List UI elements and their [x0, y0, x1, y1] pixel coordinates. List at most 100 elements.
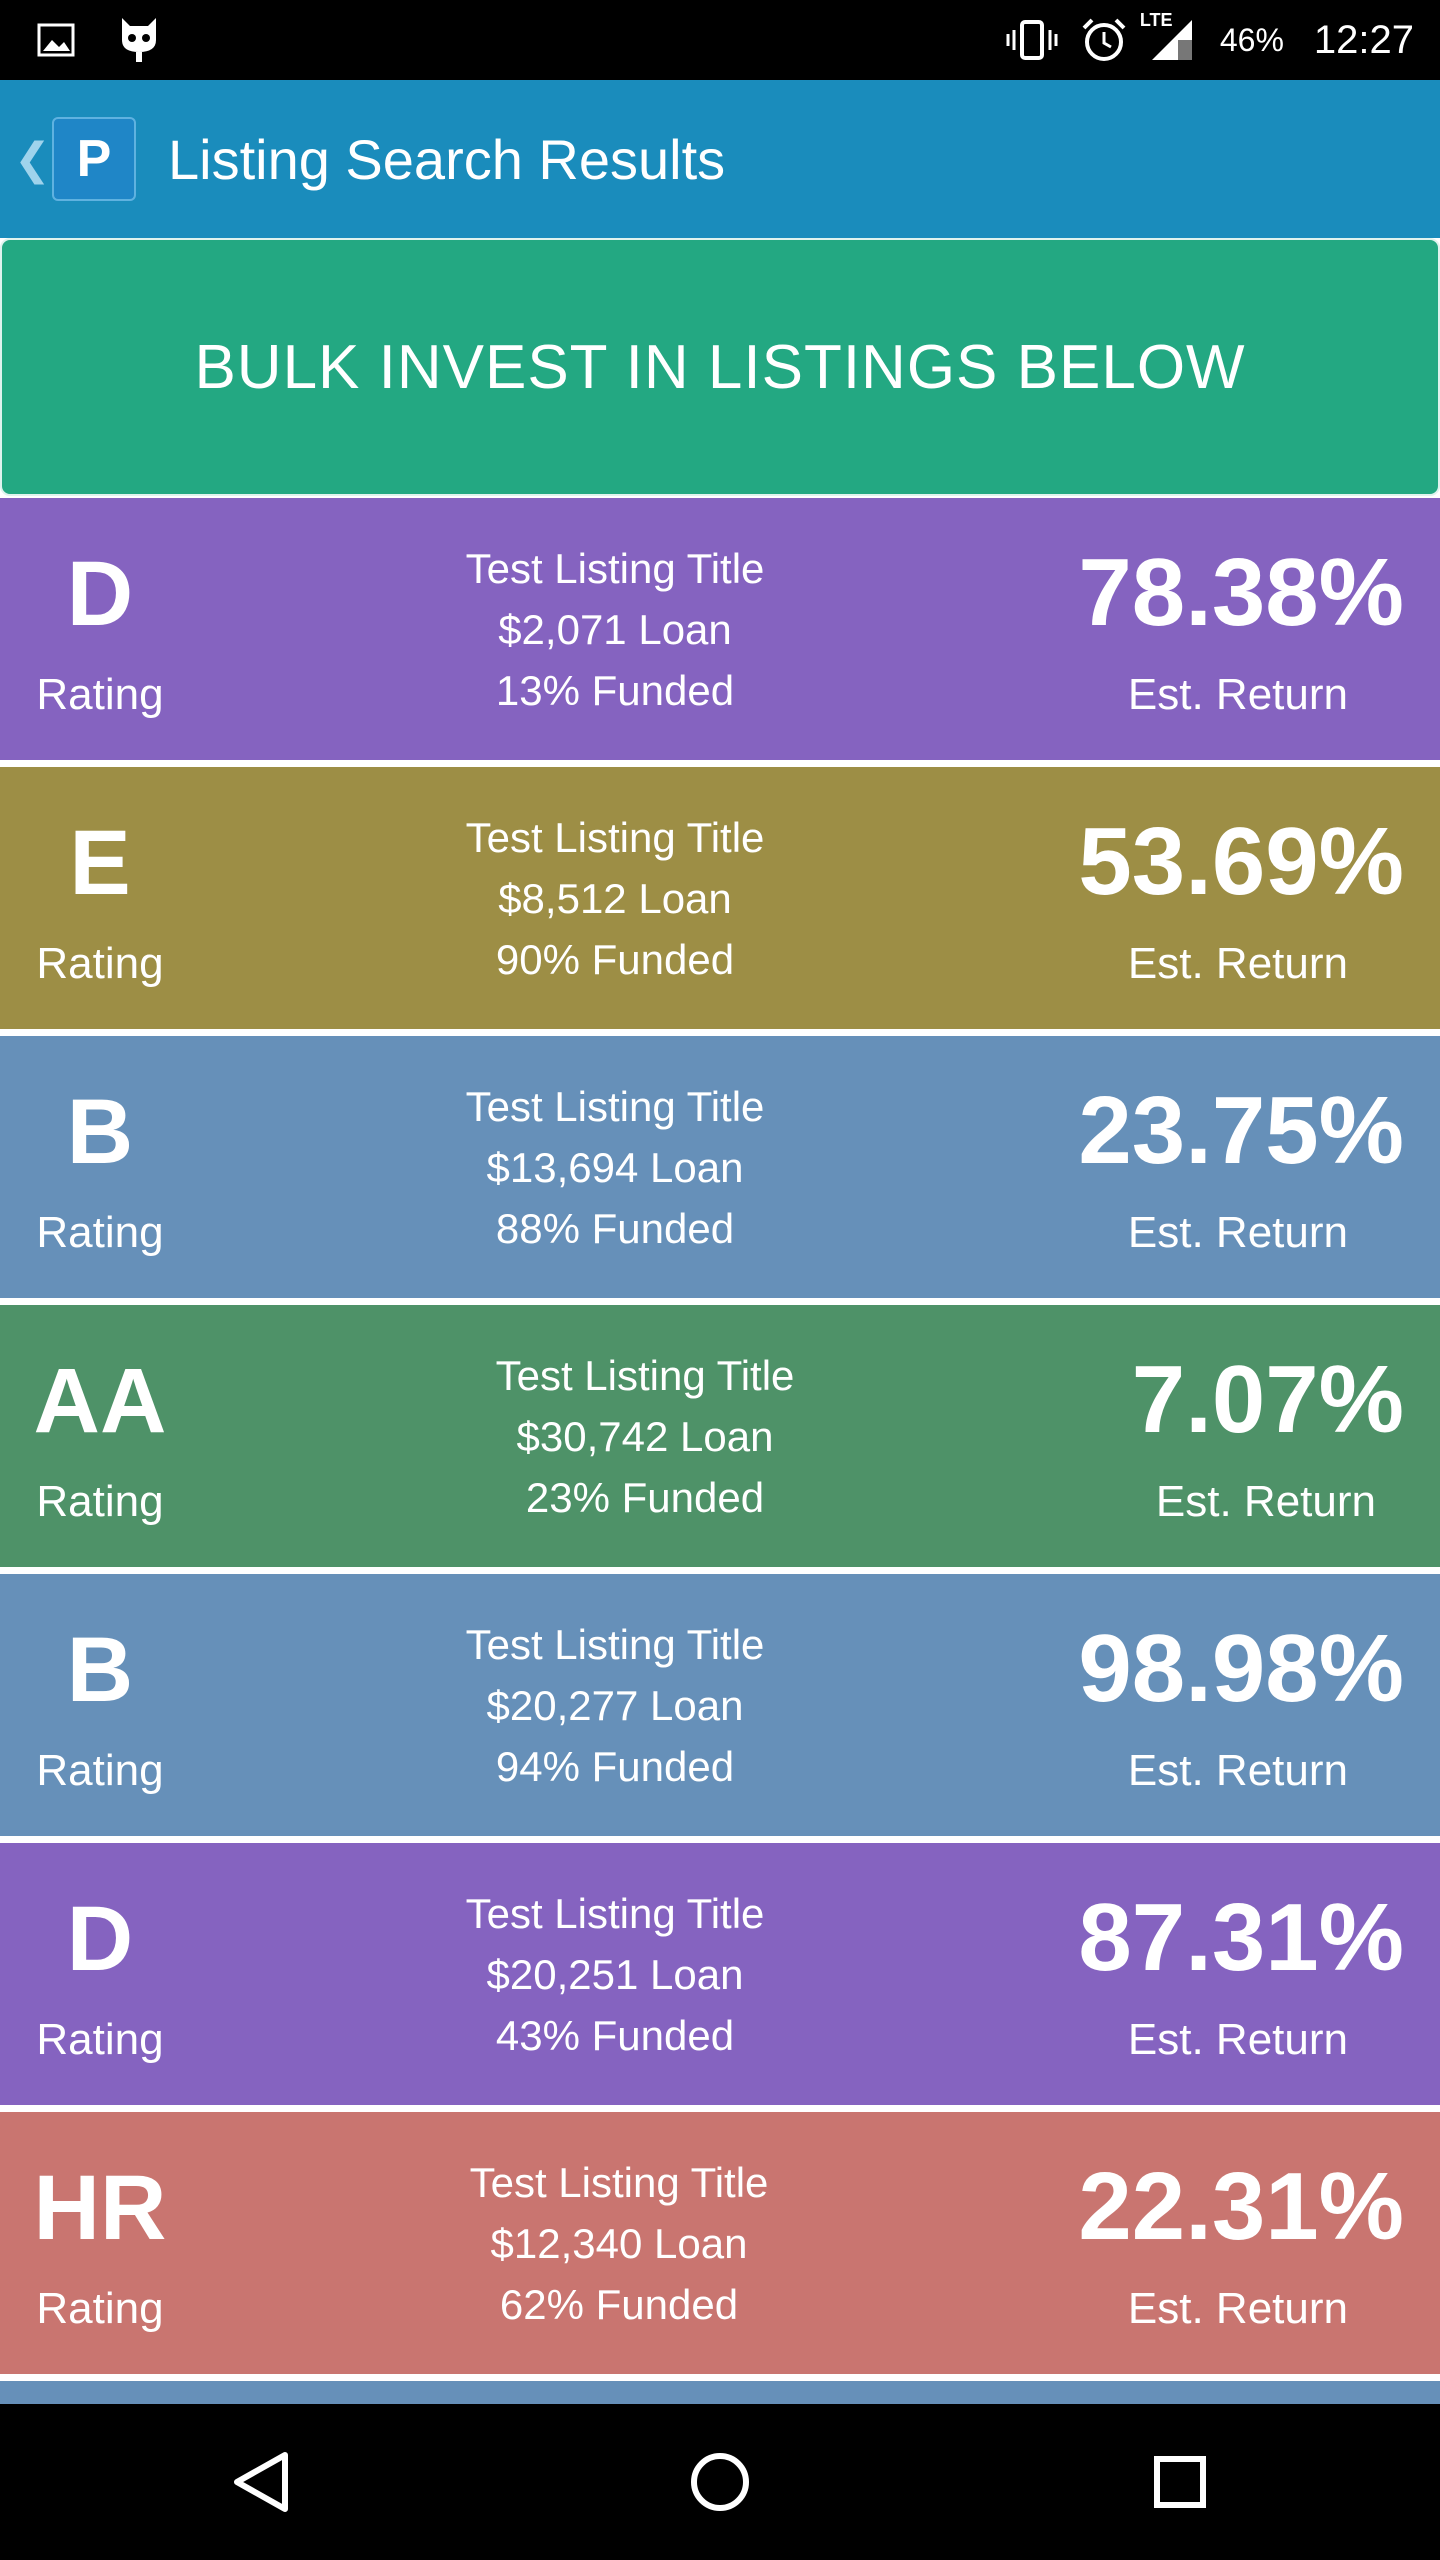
- est-return-value: 53.69%: [1078, 808, 1404, 915]
- listing-title: Test Listing Title: [469, 2159, 769, 2206]
- rating-grade: D: [66, 1888, 134, 1990]
- listing-row[interactable]: AA Rating Test Listing Title $30,742 Loa…: [0, 1305, 1440, 1567]
- est-return-label: Est. Return: [1127, 670, 1348, 719]
- return-column: 98.98% Est. Return: [964, 1574, 1404, 1836]
- bulk-invest-button[interactable]: BULK INVEST IN LISTINGS BELOW: [0, 238, 1440, 496]
- listing-title: Test Listing Title: [465, 1890, 765, 1937]
- est-return-value: 78.38%: [1078, 539, 1404, 646]
- est-return-value: 7.07%: [1131, 1346, 1404, 1453]
- back-chevron-icon[interactable]: ❮: [14, 134, 51, 184]
- rating-label: Rating: [36, 939, 164, 988]
- funded-percent: 94% Funded: [495, 1743, 735, 1790]
- return-column: 87.31% Est. Return: [964, 1843, 1404, 2105]
- status-bar: LTE 46% 12:27: [0, 0, 1440, 80]
- app-logo[interactable]: P: [52, 117, 136, 201]
- listing-details: Test Listing Title $20,251 Loan 43% Fund…: [330, 1883, 900, 2066]
- listing-row[interactable]: HR Rating Test Listing Title $12,340 Loa…: [0, 2112, 1440, 2374]
- est-return-value: 23.75%: [1078, 1077, 1404, 1184]
- listing-details: Test Listing Title $30,742 Loan 23% Fund…: [360, 1345, 930, 1528]
- listing-title: Test Listing Title: [495, 1352, 795, 1399]
- listing-details: Test Listing Title $8,512 Loan 90% Funde…: [330, 807, 900, 990]
- listing-row[interactable]: B Rating Test Listing Title $20,277 Loan…: [0, 1574, 1440, 1836]
- est-return-label: Est. Return: [1127, 1208, 1348, 1257]
- loan-amount: $12,340 Loan: [490, 2220, 748, 2267]
- rating-grade: E: [69, 812, 131, 914]
- loan-amount: $30,742 Loan: [516, 1413, 774, 1460]
- rating-label: Rating: [36, 2284, 164, 2333]
- app-logo-letter: P: [76, 130, 112, 188]
- rating-column: D Rating: [0, 498, 200, 760]
- rating-label: Rating: [36, 670, 164, 719]
- listing-list: D Rating Test Listing Title $2,071 Loan …: [0, 498, 1440, 2404]
- est-return-value: 98.98%: [1078, 1615, 1404, 1722]
- clock: 12:27: [1313, 17, 1414, 62]
- listing-details: Test Listing Title $2,071 Loan 13% Funde…: [330, 538, 900, 721]
- loan-amount: $2,071 Loan: [498, 606, 732, 653]
- network-type: LTE: [1139, 10, 1173, 30]
- est-return-label: Est. Return: [1127, 939, 1348, 988]
- back-triangle-icon[interactable]: [222, 2442, 302, 2522]
- funded-percent: 90% Funded: [495, 936, 735, 983]
- est-return-label: Est. Return: [1127, 2015, 1348, 2064]
- rating-label: Rating: [36, 1208, 164, 1257]
- return-column: 53.69% Est. Return: [964, 767, 1404, 1029]
- signal-icon: LTE: [1140, 10, 1200, 64]
- est-return-label: Est. Return: [1127, 2284, 1348, 2333]
- bulk-invest-label: BULK INVEST IN LISTINGS BELOW: [194, 332, 1246, 402]
- listing-details: Test Listing Title $12,340 Loan 62% Fund…: [334, 2152, 904, 2335]
- loan-amount: $20,277 Loan: [486, 1682, 744, 1729]
- rating-column: B Rating: [0, 1036, 200, 1298]
- return-column: 7.07% Est. Return: [964, 1305, 1404, 1567]
- funded-percent: 62% Funded: [499, 2281, 739, 2328]
- listing-row[interactable]: D Rating Test Listing Title $20,251 Loan…: [0, 1843, 1440, 2105]
- listing-title: Test Listing Title: [465, 545, 765, 592]
- rating-grade: AA: [33, 1350, 167, 1452]
- bulk-invest-area: BULK INVEST IN LISTINGS BELOW: [0, 238, 1440, 498]
- listing-title: Test Listing Title: [465, 814, 765, 861]
- est-return-value: 22.31%: [1078, 2153, 1404, 2260]
- listing-details: Test Listing Title $13,694 Loan 88% Fund…: [330, 1076, 900, 1259]
- home-circle-icon[interactable]: [680, 2442, 760, 2522]
- listing-title: Test Listing Title: [465, 1083, 765, 1130]
- loan-amount: $8,512 Loan: [498, 875, 732, 922]
- rating-column: E Rating: [0, 767, 200, 1029]
- est-return-label: Est. Return: [1127, 1746, 1348, 1795]
- listing-title: Test Listing Title: [465, 1621, 765, 1668]
- rating-column: B Rating: [0, 1574, 200, 1836]
- page-title: Listing Search Results: [168, 127, 726, 191]
- rating-column: HR Rating: [0, 2112, 200, 2374]
- est-return-label: Est. Return: [1155, 1477, 1376, 1526]
- return-column: 78.38% Est. Return: [964, 498, 1404, 760]
- rating-grade: D: [66, 543, 134, 645]
- return-column: 22.31% Est. Return: [964, 2112, 1404, 2374]
- funded-percent: 13% Funded: [495, 667, 735, 714]
- listing-row-partial[interactable]: [0, 2381, 1440, 2404]
- listing-details: Test Listing Title $20,277 Loan 94% Fund…: [330, 1614, 900, 1797]
- funded-percent: 88% Funded: [495, 1205, 735, 1252]
- navigation-bar: [0, 2404, 1440, 2560]
- alarm-icon: [1080, 16, 1128, 64]
- rating-column: D Rating: [0, 1843, 200, 2105]
- app-bar: ❮ P Listing Search Results: [0, 80, 1440, 238]
- rating-grade: B: [66, 1081, 134, 1183]
- funded-percent: 43% Funded: [495, 2012, 735, 2059]
- robot-icon: [116, 14, 162, 66]
- listing-row[interactable]: D Rating Test Listing Title $2,071 Loan …: [0, 498, 1440, 760]
- rating-label: Rating: [36, 1477, 164, 1526]
- est-return-value: 87.31%: [1078, 1884, 1404, 1991]
- rating-grade: HR: [33, 2157, 167, 2259]
- image-icon: [36, 20, 76, 60]
- rating-label: Rating: [36, 1746, 164, 1795]
- rating-column: AA Rating: [0, 1305, 200, 1567]
- return-column: 23.75% Est. Return: [964, 1036, 1404, 1298]
- listing-row[interactable]: B Rating Test Listing Title $13,694 Loan…: [0, 1036, 1440, 1298]
- listing-row[interactable]: E Rating Test Listing Title $8,512 Loan …: [0, 767, 1440, 1029]
- recents-square-icon[interactable]: [1140, 2442, 1220, 2522]
- vibrate-icon: [1004, 18, 1060, 62]
- rating-grade: B: [66, 1619, 134, 1721]
- loan-amount: $13,694 Loan: [486, 1144, 744, 1191]
- battery-percent: 46%: [1219, 21, 1284, 58]
- funded-percent: 23% Funded: [525, 1474, 765, 1521]
- rating-label: Rating: [36, 2015, 164, 2064]
- loan-amount: $20,251 Loan: [486, 1951, 744, 1998]
